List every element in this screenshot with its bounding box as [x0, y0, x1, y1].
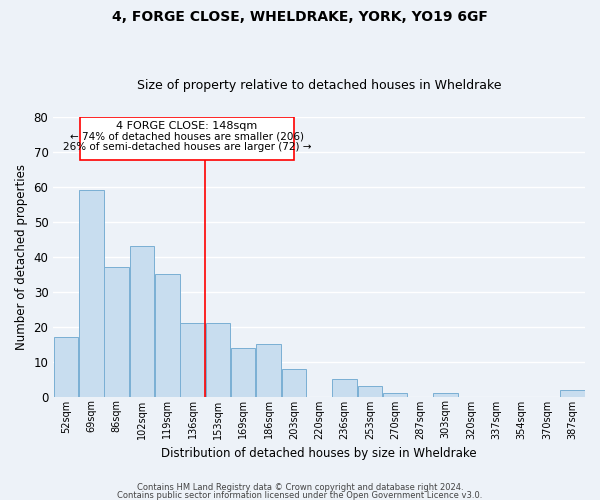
Bar	[231, 348, 256, 397]
Bar	[433, 393, 458, 396]
X-axis label: Distribution of detached houses by size in Wheldrake: Distribution of detached houses by size …	[161, 447, 477, 460]
Bar	[383, 393, 407, 396]
Text: 4 FORGE CLOSE: 148sqm: 4 FORGE CLOSE: 148sqm	[116, 121, 257, 131]
Bar	[206, 323, 230, 396]
Bar	[80, 117, 294, 160]
Bar	[155, 274, 179, 396]
Bar	[332, 379, 357, 396]
Text: Contains HM Land Registry data © Crown copyright and database right 2024.: Contains HM Land Registry data © Crown c…	[137, 484, 463, 492]
Bar	[104, 267, 129, 396]
Title: Size of property relative to detached houses in Wheldrake: Size of property relative to detached ho…	[137, 79, 502, 92]
Bar	[560, 390, 584, 396]
Text: ← 74% of detached houses are smaller (206): ← 74% of detached houses are smaller (20…	[70, 132, 304, 141]
Bar	[256, 344, 281, 397]
Text: 4, FORGE CLOSE, WHELDRAKE, YORK, YO19 6GF: 4, FORGE CLOSE, WHELDRAKE, YORK, YO19 6G…	[112, 10, 488, 24]
Y-axis label: Number of detached properties: Number of detached properties	[15, 164, 28, 350]
Bar	[180, 323, 205, 396]
Bar	[281, 368, 306, 396]
Bar	[53, 337, 78, 396]
Text: Contains public sector information licensed under the Open Government Licence v3: Contains public sector information licen…	[118, 490, 482, 500]
Bar	[130, 246, 154, 396]
Bar	[79, 190, 104, 396]
Text: 26% of semi-detached houses are larger (72) →: 26% of semi-detached houses are larger (…	[62, 142, 311, 152]
Bar	[358, 386, 382, 396]
